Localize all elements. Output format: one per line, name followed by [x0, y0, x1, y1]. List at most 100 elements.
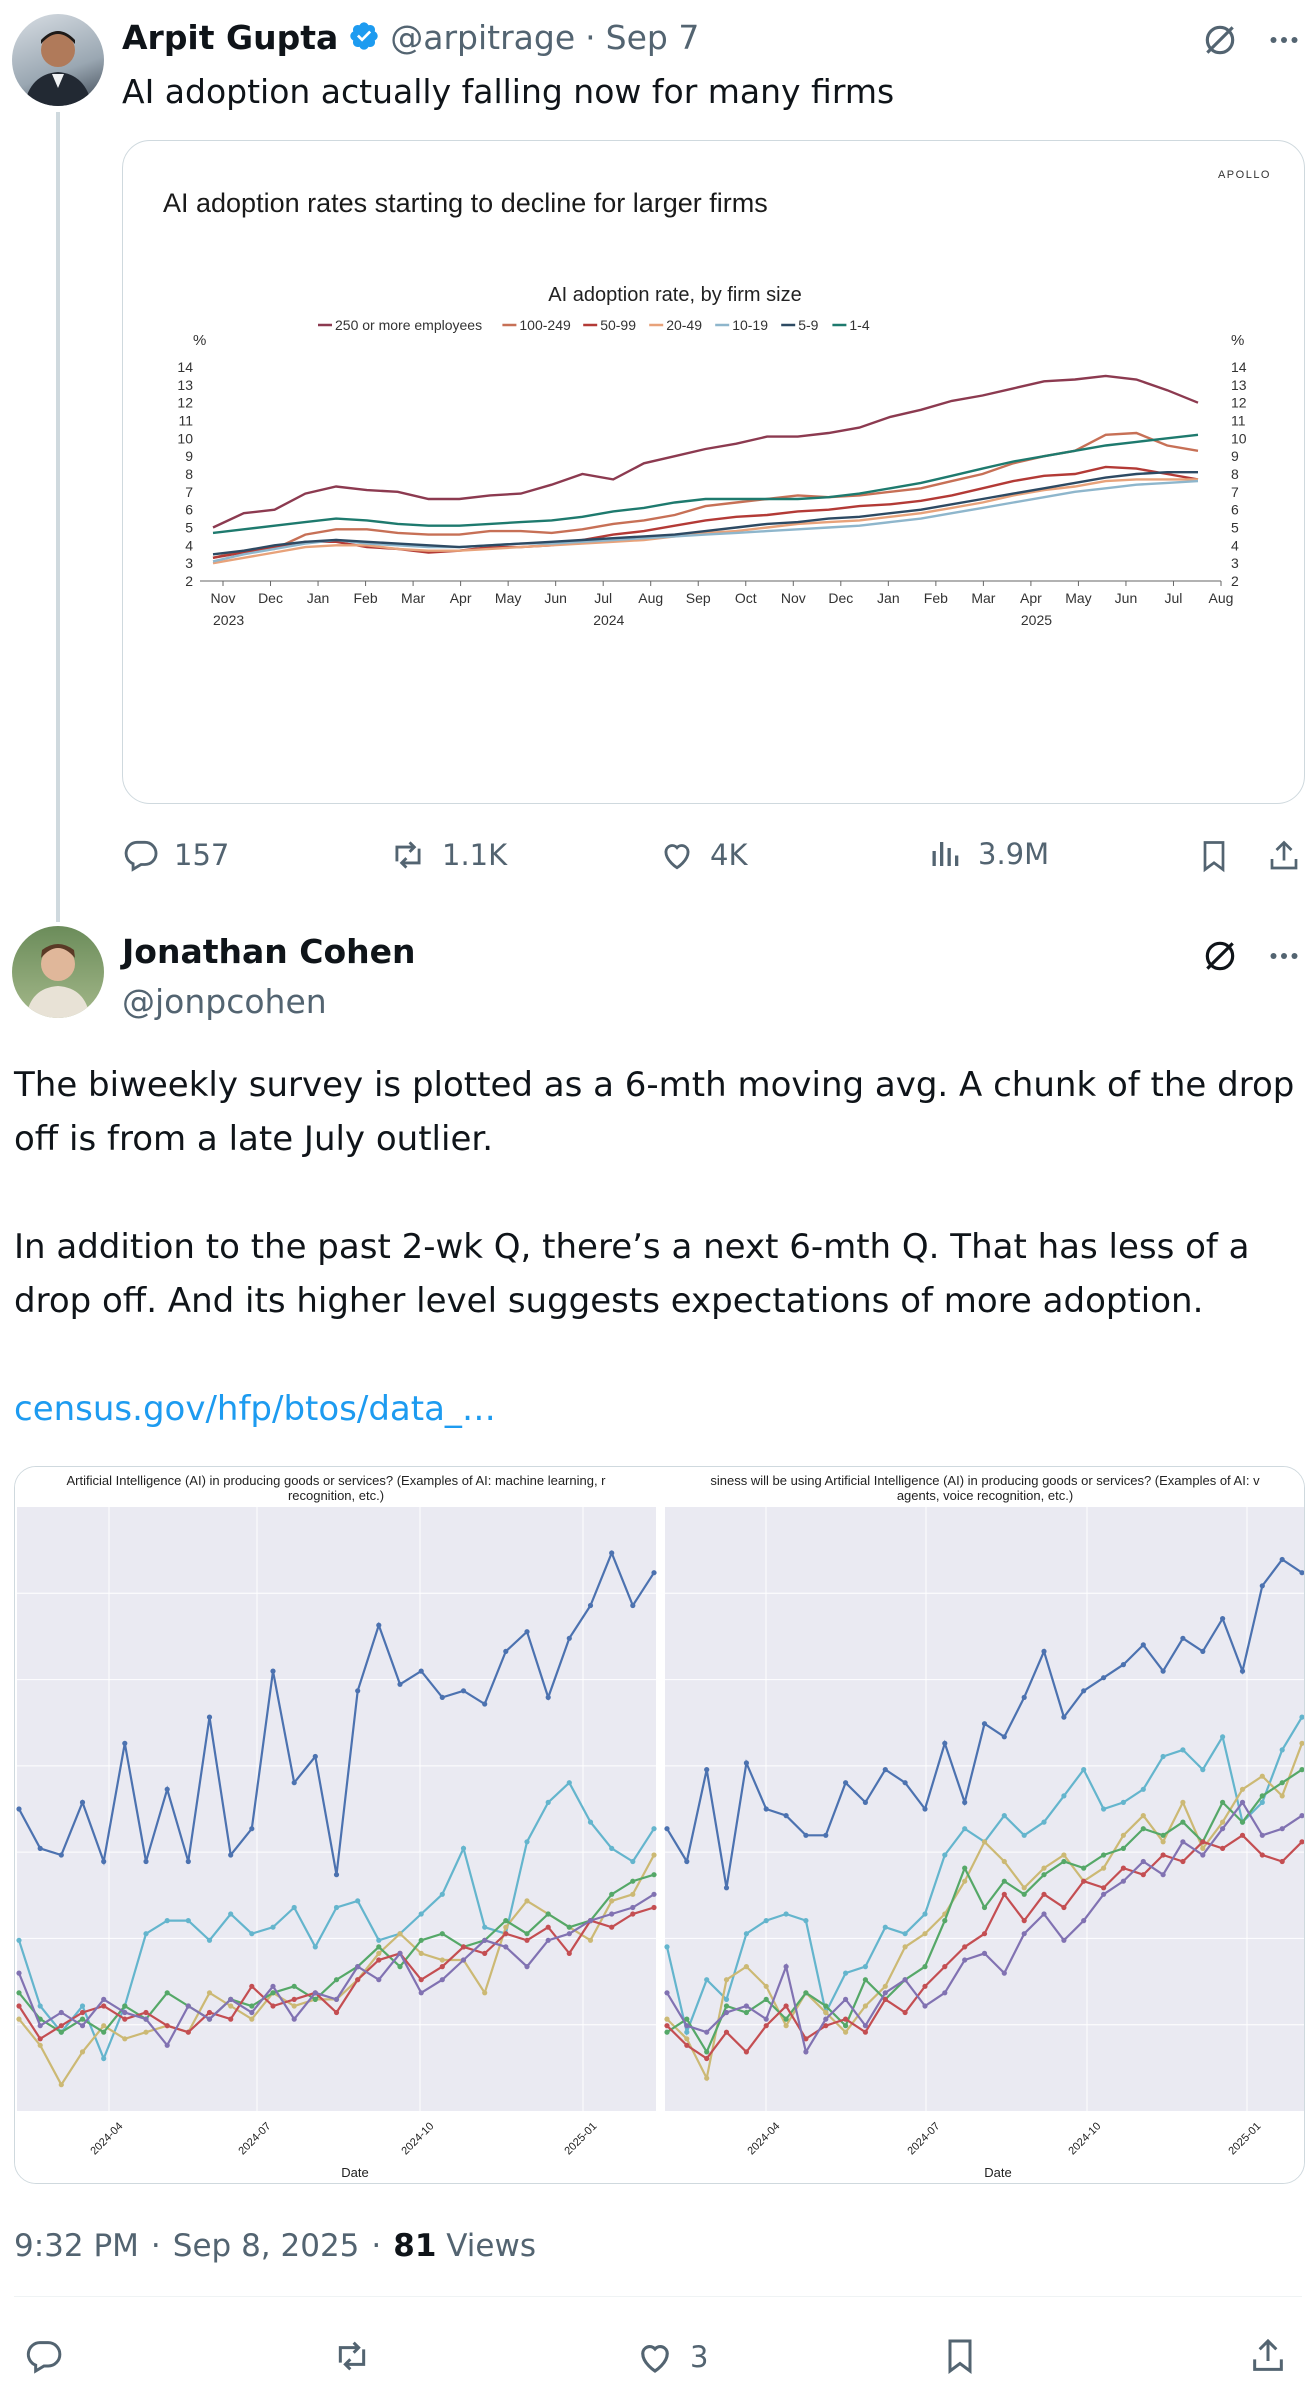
tweet-date[interactable]: Sep 7 [605, 18, 700, 57]
data-point [1041, 1911, 1047, 1917]
legend-label: 10-19 [732, 317, 768, 333]
data-point [1061, 1904, 1067, 1911]
data-point [630, 1878, 636, 1884]
author-handle[interactable]: @arpitrage [390, 18, 576, 57]
data-point [843, 2016, 849, 2022]
data-point [270, 1983, 276, 1989]
y-tick-label: 11 [1231, 413, 1246, 429]
data-point [783, 1964, 789, 1970]
data-point [723, 1885, 730, 1891]
data-point [1279, 1556, 1285, 1563]
retweet-button[interactable]: 1.1K [388, 836, 507, 874]
data-point [1101, 1885, 1107, 1891]
data-point [37, 2023, 43, 2029]
author-handle[interactable]: @jonpcohen [122, 982, 327, 1021]
data-point [291, 2016, 297, 2022]
data-point [482, 1701, 488, 1707]
chart-image-card[interactable]: Artificial Intelligence (AI) in producin… [14, 1466, 1305, 2184]
data-point [1101, 1865, 1107, 1871]
data-point [862, 2029, 869, 2035]
data-point [1200, 1839, 1206, 1845]
data-point [143, 2009, 149, 2016]
tweet-date[interactable]: Sep 8, 2025 [172, 2228, 360, 2264]
bookmark-button[interactable] [940, 2336, 980, 2376]
data-point [1299, 1813, 1304, 1819]
data-point [545, 1799, 551, 1805]
data-point [922, 1931, 928, 1937]
data-point [743, 1964, 750, 1970]
data-point [1180, 1747, 1186, 1753]
y-tick-label: 11 [178, 413, 193, 429]
author-name[interactable]: Jonathan Cohen [122, 932, 416, 971]
data-point [249, 1983, 255, 1989]
like-count: 4K [710, 838, 748, 872]
y-tick-label: 2 [1231, 573, 1239, 589]
data-point [1259, 1773, 1265, 1779]
left-xlabel: Date [341, 2165, 368, 2180]
data-point [1001, 1813, 1007, 1819]
data-point [843, 1996, 849, 2002]
data-point [763, 1806, 769, 1812]
data-point [609, 1891, 615, 1897]
data-point [922, 2003, 928, 2009]
data-point [16, 1937, 22, 1943]
data-point [1259, 1583, 1265, 1589]
data-point [1120, 1878, 1126, 1884]
tweet-time[interactable]: 9:32 PM [14, 2228, 139, 2264]
data-point [1279, 1826, 1285, 1832]
like-button[interactable]: 4K [658, 836, 747, 874]
views-button[interactable]: 3.9M [928, 836, 1049, 872]
data-point [397, 1950, 403, 1956]
census-link[interactable]: census.gov/hfp/btos/data_… [14, 1389, 496, 1429]
data-point [524, 1964, 530, 1970]
x-tick-label: Nov [211, 590, 236, 606]
author-name[interactable]: Arpit Gupta [122, 18, 339, 57]
legend-label: 1-4 [849, 317, 869, 333]
grok-icon[interactable] [1200, 20, 1240, 60]
data-point [962, 1944, 968, 1950]
more-icon[interactable] [1264, 20, 1304, 60]
reply-icon [124, 840, 158, 872]
data-point [249, 1826, 255, 1832]
data-point [609, 1898, 615, 1904]
share-button[interactable] [1248, 2336, 1288, 2376]
y-tick-label: 5 [1231, 520, 1239, 536]
data-point [862, 1977, 869, 1983]
avatar[interactable] [12, 14, 104, 106]
data-point [902, 1931, 908, 1937]
like-button[interactable]: 3 [634, 2336, 708, 2378]
retweet-button[interactable] [332, 2336, 372, 2376]
data-point [803, 1832, 809, 1838]
data-point [270, 1668, 276, 1674]
data-point [1220, 1734, 1226, 1740]
y-tick-label: 6 [1231, 502, 1239, 518]
legend-label: 5-9 [798, 317, 818, 333]
data-point [1021, 1832, 1027, 1838]
data-point [355, 1964, 361, 1970]
data-point [333, 2009, 340, 2016]
avatar[interactable] [12, 926, 104, 1018]
bookmark-icon [948, 2339, 972, 2374]
data-point [843, 2023, 849, 2029]
data-point [37, 2042, 43, 2048]
data-point [1041, 1819, 1047, 1825]
data-point [1120, 1799, 1126, 1805]
more-icon[interactable] [1264, 936, 1304, 976]
data-point [270, 2003, 276, 2009]
y-tick-label: 4 [185, 537, 193, 553]
grok-icon[interactable] [1200, 936, 1240, 976]
data-point [16, 1806, 22, 1812]
data-point [743, 1760, 750, 1766]
data-point [651, 1904, 657, 1911]
legend-label: 20-49 [666, 317, 702, 333]
data-point [16, 2016, 22, 2022]
chart-image-card[interactable]: APOLLO AI adoption rates starting to dec… [122, 140, 1305, 804]
data-point [684, 2023, 690, 2029]
data-point [609, 1911, 615, 1917]
like-icon [641, 2345, 669, 2373]
share-button[interactable] [1264, 836, 1304, 876]
data-point [101, 2055, 107, 2062]
reply-button[interactable] [24, 2336, 64, 2376]
bookmark-button[interactable] [1194, 836, 1234, 876]
reply-button[interactable]: 157 [122, 836, 229, 874]
